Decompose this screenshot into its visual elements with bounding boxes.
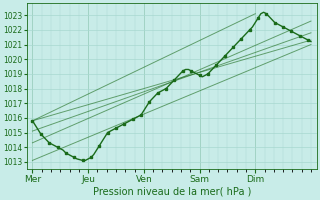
X-axis label: Pression niveau de la mer( hPa ): Pression niveau de la mer( hPa ) bbox=[92, 187, 251, 197]
